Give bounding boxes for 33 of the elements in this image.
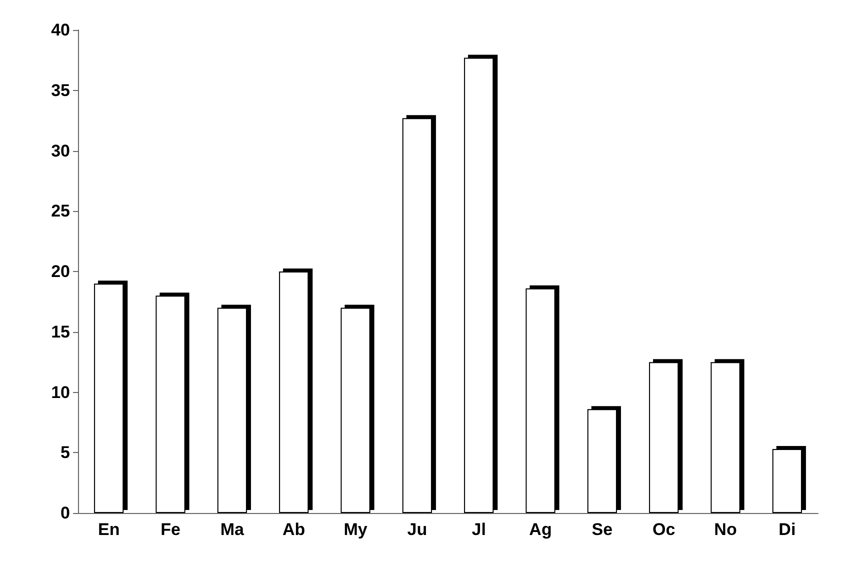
bar [649,362,679,513]
bar [402,118,432,513]
y-tick-label: 0 [60,504,70,522]
x-tick-label: Ju [407,520,428,539]
x-tick-label: Fe [160,520,180,539]
x-tick-label: My [344,520,368,539]
bar [217,308,247,513]
y-tick-label: 35 [51,80,70,100]
bar [279,272,309,513]
y-tick-label: 30 [51,141,70,160]
bar [340,308,370,513]
bar [526,288,556,513]
y-tick-label: 5 [60,443,70,462]
x-tick-label: Ab [282,520,306,539]
y-tick-label: 10 [51,382,70,402]
y-tick-label: 15 [51,322,70,342]
x-tick-label: Oc [652,520,676,539]
x-tick-label: No [714,520,737,539]
bar [94,284,124,513]
y-tick-label: 20 [51,262,70,281]
x-tick-label: Jl [472,520,486,539]
x-tick-label: Di [778,520,796,539]
x-tick-label: En [98,520,120,539]
y-tick-label: 25 [51,202,70,221]
x-tick-label: Se [592,520,613,539]
bar [587,409,617,513]
bar [772,449,802,513]
x-tick-label: Ag [529,520,552,539]
bar [464,58,494,513]
x-tick-label: Ma [220,520,245,539]
y-tick-label: 40 [51,20,70,40]
bar [710,362,740,513]
bar [156,296,186,513]
